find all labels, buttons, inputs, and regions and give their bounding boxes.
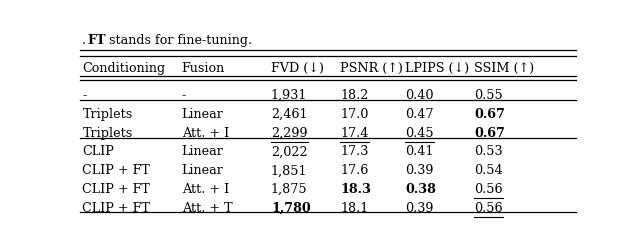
Text: Fusion: Fusion — [182, 62, 225, 75]
Text: 0.45: 0.45 — [405, 127, 433, 140]
Text: -: - — [83, 89, 87, 102]
Text: 17.3: 17.3 — [340, 145, 369, 158]
Text: CLIP: CLIP — [83, 145, 115, 158]
Text: 17.6: 17.6 — [340, 164, 369, 177]
Text: -: - — [182, 89, 186, 102]
Text: FT: FT — [88, 34, 106, 47]
Text: 17.4: 17.4 — [340, 127, 369, 140]
Text: 0.55: 0.55 — [474, 89, 503, 102]
Text: 0.39: 0.39 — [405, 202, 433, 215]
Text: 18.3: 18.3 — [340, 183, 371, 196]
Text: stands for fine-tuning.: stands for fine-tuning. — [105, 34, 252, 47]
Text: Linear: Linear — [182, 145, 223, 158]
Text: Triplets: Triplets — [83, 127, 132, 140]
Text: 0.47: 0.47 — [405, 108, 433, 121]
Text: 0.56: 0.56 — [474, 202, 503, 215]
Text: Linear: Linear — [182, 108, 223, 121]
Text: 2,461: 2,461 — [271, 108, 307, 121]
Text: LPIPS (↓): LPIPS (↓) — [405, 62, 469, 75]
Text: 0.56: 0.56 — [474, 183, 503, 196]
Text: Att. + I: Att. + I — [182, 127, 229, 140]
Text: 0.38: 0.38 — [405, 183, 436, 196]
Text: 0.40: 0.40 — [405, 89, 433, 102]
Text: 0.67: 0.67 — [474, 127, 505, 140]
Text: CLIP + FT: CLIP + FT — [83, 164, 150, 177]
Text: 0.41: 0.41 — [405, 145, 433, 158]
Text: Linear: Linear — [182, 164, 223, 177]
Text: CLIP + FT: CLIP + FT — [83, 183, 150, 196]
Text: 0.39: 0.39 — [405, 164, 433, 177]
Text: 2,299: 2,299 — [271, 127, 308, 140]
Text: Triplets: Triplets — [83, 108, 132, 121]
Text: .: . — [83, 34, 91, 47]
Text: 2,022: 2,022 — [271, 145, 308, 158]
Text: 0.67: 0.67 — [474, 108, 505, 121]
Text: 0.53: 0.53 — [474, 145, 503, 158]
Text: SSIM (↑): SSIM (↑) — [474, 62, 534, 75]
Text: 0.54: 0.54 — [474, 164, 503, 177]
Text: 18.2: 18.2 — [340, 89, 369, 102]
Text: 1,875: 1,875 — [271, 183, 308, 196]
Text: Att. + I: Att. + I — [182, 183, 229, 196]
Text: 1,851: 1,851 — [271, 164, 307, 177]
Text: 1,780: 1,780 — [271, 202, 310, 215]
Text: Conditioning: Conditioning — [83, 62, 166, 75]
Text: Att. + T: Att. + T — [182, 202, 232, 215]
Text: CLIP + FT: CLIP + FT — [83, 202, 150, 215]
Text: 18.1: 18.1 — [340, 202, 369, 215]
Text: FVD (↓): FVD (↓) — [271, 62, 324, 75]
Text: PSNR (↑): PSNR (↑) — [340, 62, 403, 75]
Text: 17.0: 17.0 — [340, 108, 369, 121]
Text: 1,931: 1,931 — [271, 89, 307, 102]
